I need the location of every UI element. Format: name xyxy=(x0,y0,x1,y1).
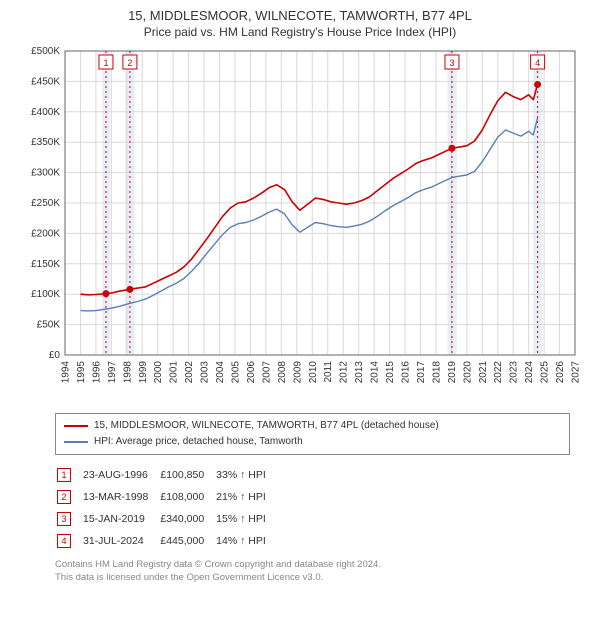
x-tick-label: 2020 xyxy=(462,361,473,384)
x-tick-label: 1998 xyxy=(122,361,133,384)
event-price: £100,850 xyxy=(160,465,214,485)
x-tick-label: 2027 xyxy=(571,361,581,384)
event-dot xyxy=(102,290,109,297)
event-price: £108,000 xyxy=(160,487,214,507)
x-tick-label: 2014 xyxy=(370,361,381,384)
x-tick-label: 1994 xyxy=(61,361,72,384)
events-table-row: 2 13-MAR-1998£108,00021% ↑ HPI xyxy=(57,487,276,507)
y-tick-label: £350K xyxy=(31,137,60,148)
event-date: 15-JAN-2019 xyxy=(83,509,158,529)
x-tick-label: 2010 xyxy=(308,361,319,384)
attribution: Contains HM Land Registry data © Crown c… xyxy=(55,559,570,585)
x-tick-label: 2004 xyxy=(215,361,226,384)
event-delta: 33% ↑ HPI xyxy=(216,465,276,485)
y-tick-label: £500K xyxy=(31,46,60,57)
x-tick-label: 2006 xyxy=(246,361,257,384)
event-marker-number: 3 xyxy=(449,58,454,68)
series-price_paid xyxy=(81,84,538,294)
y-tick-label: £50K xyxy=(37,320,61,331)
y-tick-label: £300K xyxy=(31,168,60,179)
y-tick-label: £150K xyxy=(31,259,60,270)
event-marker-icon: 3 xyxy=(57,512,71,526)
event-delta: 15% ↑ HPI xyxy=(216,509,276,529)
y-tick-label: £450K xyxy=(31,76,60,87)
legend-row-hpi: HPI: Average price, detached house, Tamw… xyxy=(64,434,561,450)
x-tick-label: 2000 xyxy=(153,361,164,384)
x-tick-label: 2025 xyxy=(540,361,551,384)
event-price: £340,000 xyxy=(160,509,214,529)
title-block: 15, MIDDLESMOOR, WILNECOTE, TAMWORTH, B7… xyxy=(10,8,590,39)
events-table: 1 23-AUG-1996£100,85033% ↑ HPI 2 13-MAR-199… xyxy=(55,463,278,553)
x-tick-label: 2012 xyxy=(339,361,350,384)
event-dot xyxy=(448,145,455,152)
legend-swatch-price-paid xyxy=(64,425,88,427)
x-tick-label: 1995 xyxy=(76,361,87,384)
legend: 15, MIDDLESMOOR, WILNECOTE, TAMWORTH, B7… xyxy=(55,413,570,455)
legend-swatch-hpi xyxy=(64,441,88,443)
event-date: 23-AUG-1996 xyxy=(83,465,158,485)
x-tick-label: 2008 xyxy=(277,361,288,384)
legend-row-price-paid: 15, MIDDLESMOOR, WILNECOTE, TAMWORTH, B7… xyxy=(64,418,561,434)
event-date: 31-JUL-2024 xyxy=(83,531,158,551)
event-delta: 21% ↑ HPI xyxy=(216,487,276,507)
x-tick-label: 2015 xyxy=(385,361,396,384)
event-dot xyxy=(534,81,541,88)
x-tick-label: 1999 xyxy=(138,361,149,384)
chart-area: £0 £50K £100K £150K £200K £250K £300K £350K £400… xyxy=(20,45,580,405)
events-table-row: 4 31-JUL-2024£445,00014% ↑ HPI xyxy=(57,531,276,551)
x-tick-label: 2023 xyxy=(509,361,520,384)
event-delta: 14% ↑ HPI xyxy=(216,531,276,551)
events-table-row: 1 23-AUG-1996£100,85033% ↑ HPI xyxy=(57,465,276,485)
events-table-row: 3 15-JAN-2019£340,00015% ↑ HPI xyxy=(57,509,276,529)
event-marker-number: 4 xyxy=(535,58,540,68)
attribution-line1: Contains HM Land Registry data © Crown c… xyxy=(55,559,570,572)
x-tick-label: 2009 xyxy=(292,361,303,384)
x-tick-label: 2021 xyxy=(478,361,489,384)
x-tick-label: 2011 xyxy=(323,361,334,383)
x-tick-label: 2019 xyxy=(447,361,458,384)
y-tick-label: £400K xyxy=(31,107,60,118)
x-tick-label: 2024 xyxy=(524,361,535,384)
event-marker-icon: 4 xyxy=(57,534,71,548)
legend-label-price-paid: 15, MIDDLESMOOR, WILNECOTE, TAMWORTH, B7… xyxy=(94,418,439,434)
x-tick-label: 2022 xyxy=(493,361,504,384)
x-tick-label: 2003 xyxy=(200,361,211,384)
attribution-line2: This data is licensed under the Open Gov… xyxy=(55,572,570,585)
event-marker-icon: 1 xyxy=(57,468,71,482)
x-tick-label: 2007 xyxy=(261,361,272,384)
chart-title: 15, MIDDLESMOOR, WILNECOTE, TAMWORTH, B7… xyxy=(10,8,590,23)
x-tick-label: 2026 xyxy=(555,361,566,384)
chart-container: 15, MIDDLESMOOR, WILNECOTE, TAMWORTH, B7… xyxy=(0,0,600,620)
y-tick-label: £100K xyxy=(31,289,60,300)
event-dot xyxy=(126,286,133,293)
x-tick-label: 1997 xyxy=(107,361,118,384)
event-date: 13-MAR-1998 xyxy=(83,487,158,507)
x-tick-label: 2016 xyxy=(401,361,412,384)
legend-label-hpi: HPI: Average price, detached house, Tamw… xyxy=(94,434,303,450)
y-tick-label: £200K xyxy=(31,228,60,239)
x-tick-label: 2013 xyxy=(354,361,365,384)
series-hpi xyxy=(81,118,538,311)
y-tick-label: £0 xyxy=(49,350,61,361)
x-tick-label: 2005 xyxy=(231,361,242,384)
event-marker-number: 1 xyxy=(103,58,108,68)
chart-subtitle: Price paid vs. HM Land Registry's House … xyxy=(10,25,590,39)
x-tick-label: 1996 xyxy=(91,361,102,384)
x-tick-label: 2002 xyxy=(184,361,195,384)
chart-svg: £0 £50K £100K £150K £200K £250K £300K £350K £400… xyxy=(20,45,580,405)
event-marker-number: 2 xyxy=(127,58,132,68)
event-price: £445,000 xyxy=(160,531,214,551)
x-tick-label: 2001 xyxy=(169,361,180,384)
event-marker-icon: 2 xyxy=(57,490,71,504)
x-tick-label: 2017 xyxy=(416,361,427,384)
y-tick-label: £250K xyxy=(31,198,60,209)
x-tick-label: 2018 xyxy=(431,361,442,384)
